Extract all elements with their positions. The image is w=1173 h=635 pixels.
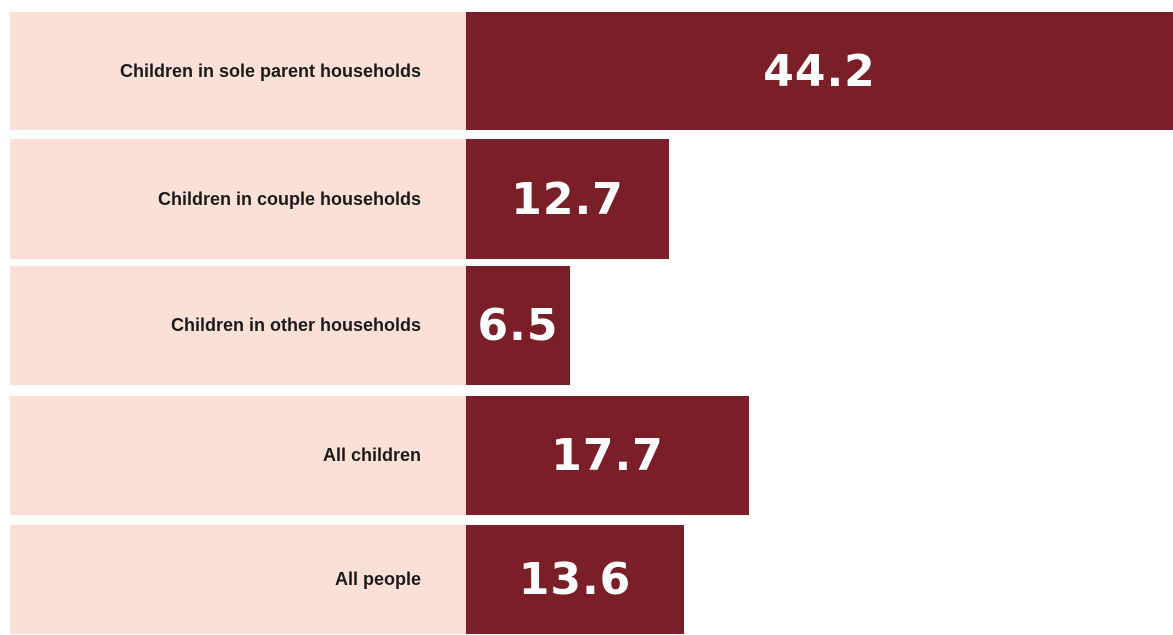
bar-row: Children in other households 6.5 — [0, 266, 1173, 385]
bar: 17.7 — [466, 396, 749, 515]
bar-row: Children in couple households 12.7 — [0, 139, 1173, 259]
category-label-box: Children in couple households — [10, 139, 466, 259]
bar-value-label: 6.5 — [477, 300, 559, 351]
bar: 44.2 — [466, 12, 1173, 130]
category-label-box: All people — [10, 525, 466, 634]
bar-value-label: 44.2 — [763, 45, 876, 97]
category-label-box: Children in sole parent households — [10, 12, 466, 130]
category-label: Children in sole parent households — [119, 60, 421, 81]
bar-value-label: 12.7 — [511, 173, 624, 225]
bar: 13.6 — [466, 525, 684, 634]
bar-row: All people 13.6 — [0, 525, 1173, 634]
category-label-box: All children — [10, 396, 466, 515]
category-label: Children in couple households — [157, 188, 421, 209]
bar-value-label: 13.6 — [518, 554, 632, 605]
category-label: All children — [322, 445, 421, 465]
bar-row: All children 17.7 — [0, 396, 1173, 515]
category-label: Children in other households — [170, 315, 421, 335]
bar-value-label: 17.7 — [551, 430, 664, 481]
bar: 12.7 — [466, 139, 669, 259]
bar-row: Children in sole parent households 44.2 — [0, 12, 1173, 130]
category-label: All people — [334, 569, 421, 589]
bar: 6.5 — [466, 266, 570, 385]
category-label-box: Children in other households — [10, 266, 466, 385]
